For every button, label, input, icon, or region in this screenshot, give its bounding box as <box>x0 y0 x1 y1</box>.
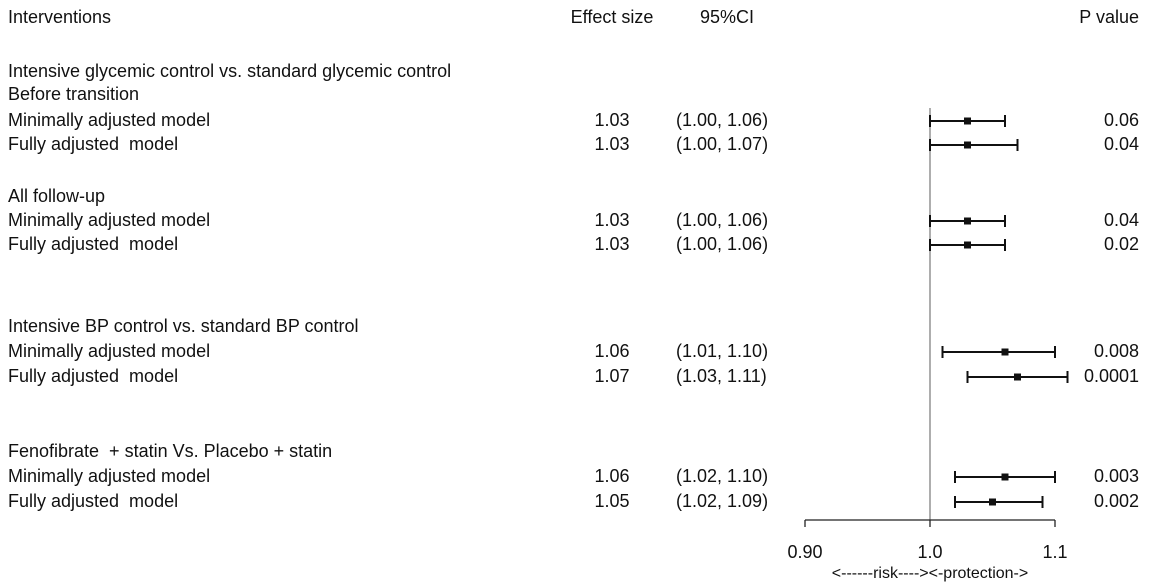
ci-value: (1.02, 1.09) <box>676 491 769 511</box>
point-estimate <box>1014 373 1021 381</box>
header-p-value: P value <box>1079 7 1139 27</box>
x-tick-label: 0.90 <box>787 542 822 562</box>
p-value: 0.02 <box>1103 234 1139 254</box>
p-value: 0.04 <box>1103 210 1139 230</box>
header-interventions: Interventions <box>8 7 112 27</box>
effect-size-value: 1.07 <box>594 366 630 386</box>
ci-value: (1.00, 1.06) <box>676 110 769 130</box>
effect-size-value: 1.03 <box>594 110 630 130</box>
x-tick-label: 1.1 <box>1042 542 1067 562</box>
p-value: 0.003 <box>1093 466 1139 486</box>
p-value: 0.002 <box>1093 491 1139 511</box>
group-heading: Intensive glycemic control vs. standard … <box>8 61 452 81</box>
group-heading: All follow-up <box>8 186 106 206</box>
group-heading: Intensive BP control vs. standard BP con… <box>8 316 359 336</box>
axis-direction-note: <------risk----><-protection-> <box>832 565 1028 582</box>
p-value: 0.008 <box>1093 341 1139 361</box>
point-estimate <box>964 117 971 125</box>
header-ci: 95%CI <box>700 7 755 27</box>
p-value: 0.04 <box>1103 134 1139 154</box>
p-value: 0.0001 <box>1083 366 1139 386</box>
header-effect-size: Effect size <box>570 7 654 27</box>
row-label: Fully adjusted model <box>8 491 179 511</box>
effect-size-value: 1.03 <box>594 210 630 230</box>
ci-value: (1.03, 1.11) <box>676 366 767 386</box>
point-estimate <box>1001 473 1009 481</box>
x-tick-label: 1.0 <box>917 542 942 562</box>
row-label: Fully adjusted model <box>8 134 179 154</box>
row-label: Minimally adjusted model <box>8 341 211 361</box>
point-estimate <box>1001 348 1009 356</box>
point-estimate <box>964 141 971 149</box>
effect-size-value: 1.06 <box>594 466 630 486</box>
effect-size-value: 1.03 <box>594 134 630 154</box>
row-label: Fully adjusted model <box>8 366 179 386</box>
effect-size-value: 1.03 <box>594 234 630 254</box>
group-heading: Fenofibrate + statin Vs. Placebo + stati… <box>8 441 333 461</box>
ci-value: (1.00, 1.06) <box>676 234 769 254</box>
point-estimate <box>989 498 996 506</box>
row-label: Minimally adjusted model <box>8 210 211 230</box>
point-estimate <box>964 241 971 249</box>
group-heading: Before transition <box>8 84 140 104</box>
effect-size-value: 1.05 <box>594 491 630 511</box>
ci-value: (1.00, 1.06) <box>676 210 769 230</box>
ci-value: (1.02, 1.10) <box>676 466 769 486</box>
row-label: Minimally adjusted model <box>8 110 211 130</box>
p-value: 0.06 <box>1103 110 1139 130</box>
point-estimate <box>964 217 971 225</box>
effect-size-value: 1.06 <box>594 341 630 361</box>
row-label: Fully adjusted model <box>8 234 179 254</box>
row-label: Minimally adjusted model <box>8 466 211 486</box>
ci-value: (1.00, 1.07) <box>676 134 769 154</box>
ci-value: (1.01, 1.10) <box>676 341 769 361</box>
